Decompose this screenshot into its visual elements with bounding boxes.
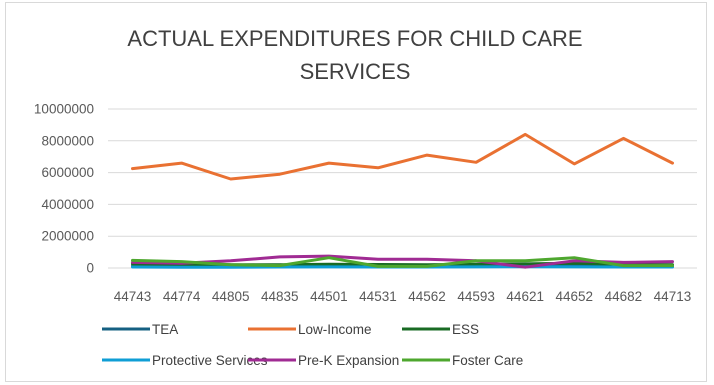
y-tick-label: 0 (86, 261, 94, 276)
x-tick-label: 44713 (654, 289, 692, 304)
x-tick-label: 44593 (457, 289, 495, 304)
y-tick-label: 10000000 (34, 102, 94, 117)
y-tick-label: 2000000 (41, 229, 94, 244)
y-tick-label: 6000000 (41, 165, 94, 180)
x-tick-label: 44501 (310, 289, 348, 304)
x-tick-label: 44531 (359, 289, 397, 304)
legend-label-tea: TEA (152, 322, 178, 337)
legend-label-protective-services: Protective Services (152, 353, 268, 368)
legend-label-low-income: Low-Income (298, 322, 372, 337)
chart-area (5, 2, 707, 382)
x-tick-label: 44774 (163, 289, 201, 304)
chart-title: ACTUAL EXPENDITURES FOR CHILD CARE SERVI… (127, 26, 583, 84)
x-tick-label: 44682 (605, 289, 643, 304)
legend-label-ess: ESS (452, 322, 479, 337)
x-tick-label: 44621 (506, 289, 544, 304)
series-line-foster-care (131, 256, 674, 268)
y-tick-label: 8000000 (41, 133, 94, 148)
legend-label-foster-care: Foster Care (452, 353, 523, 368)
series-line-pre-k-expansion (131, 254, 674, 269)
x-tick-label: 44835 (261, 289, 299, 304)
legend-label-pre-k-expansion: Pre-K Expansion (298, 353, 399, 368)
series-line-low-income (131, 132, 674, 181)
x-tick-label: 44805 (212, 289, 250, 304)
y-tick-label: 4000000 (41, 197, 94, 212)
x-tick-label: 44743 (114, 289, 152, 304)
x-tick-label: 44562 (408, 289, 446, 304)
x-tick-label: 44652 (556, 289, 594, 304)
